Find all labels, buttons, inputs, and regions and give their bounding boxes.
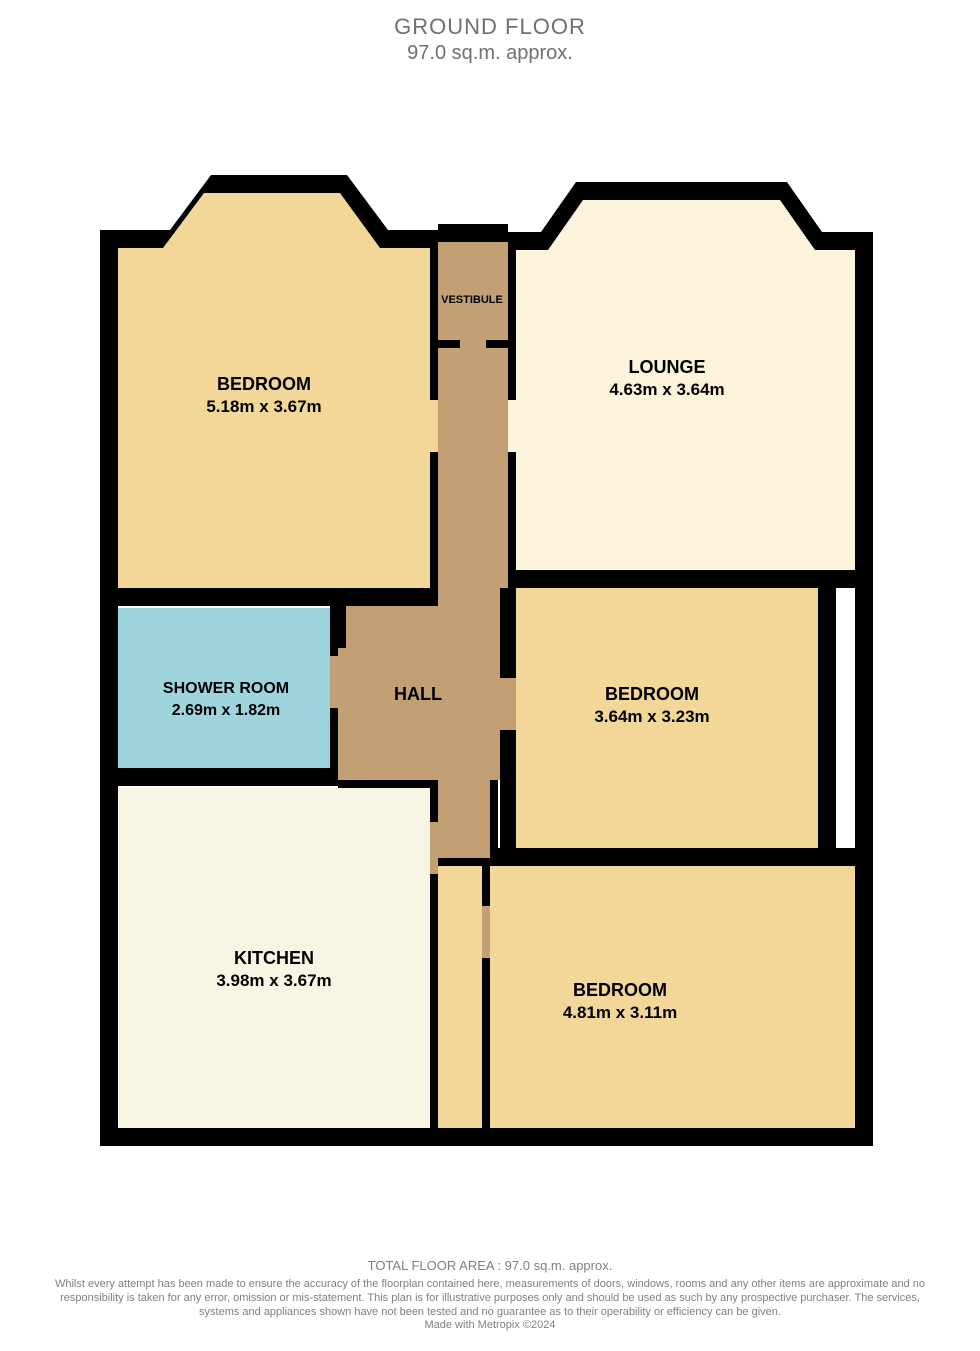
label-shower: SHOWER ROOM: [163, 680, 289, 697]
label-kitchen: KITCHEN: [234, 948, 314, 968]
dim-shower: 2.69m x 1.82m: [172, 702, 281, 719]
floorplan-svg: BEDROOM 5.18m x 3.67m LOUNGE 4.63m x 3.6…: [0, 0, 980, 1351]
dim-bedroom1: 5.18m x 3.67m: [206, 397, 321, 416]
label-bedroom3: BEDROOM: [573, 980, 667, 1000]
dim-kitchen: 3.98m x 3.67m: [216, 971, 331, 990]
label-hall: HALL: [394, 684, 442, 704]
total-area: TOTAL FLOOR AREA : 97.0 sq.m. approx.: [40, 1258, 940, 1274]
disclaimer-text: Whilst every attempt has been made to en…: [40, 1278, 940, 1319]
dim-bedroom2: 3.64m x 3.23m: [594, 707, 709, 726]
label-bedroom1: BEDROOM: [217, 374, 311, 394]
label-lounge: LOUNGE: [628, 357, 705, 377]
floorplan-container: GROUND FLOOR 97.0 sq.m. approx.: [0, 0, 980, 1351]
credit-text: Made with Metropix ©2024: [40, 1319, 940, 1333]
label-bedroom2: BEDROOM: [605, 684, 699, 704]
label-vestibule: VESTIBULE: [441, 294, 503, 306]
dim-bedroom3: 4.81m x 3.11m: [563, 1003, 677, 1022]
dim-lounge: 4.63m x 3.64m: [609, 380, 724, 399]
footer-block: TOTAL FLOOR AREA : 97.0 sq.m. approx. Wh…: [0, 1258, 980, 1333]
